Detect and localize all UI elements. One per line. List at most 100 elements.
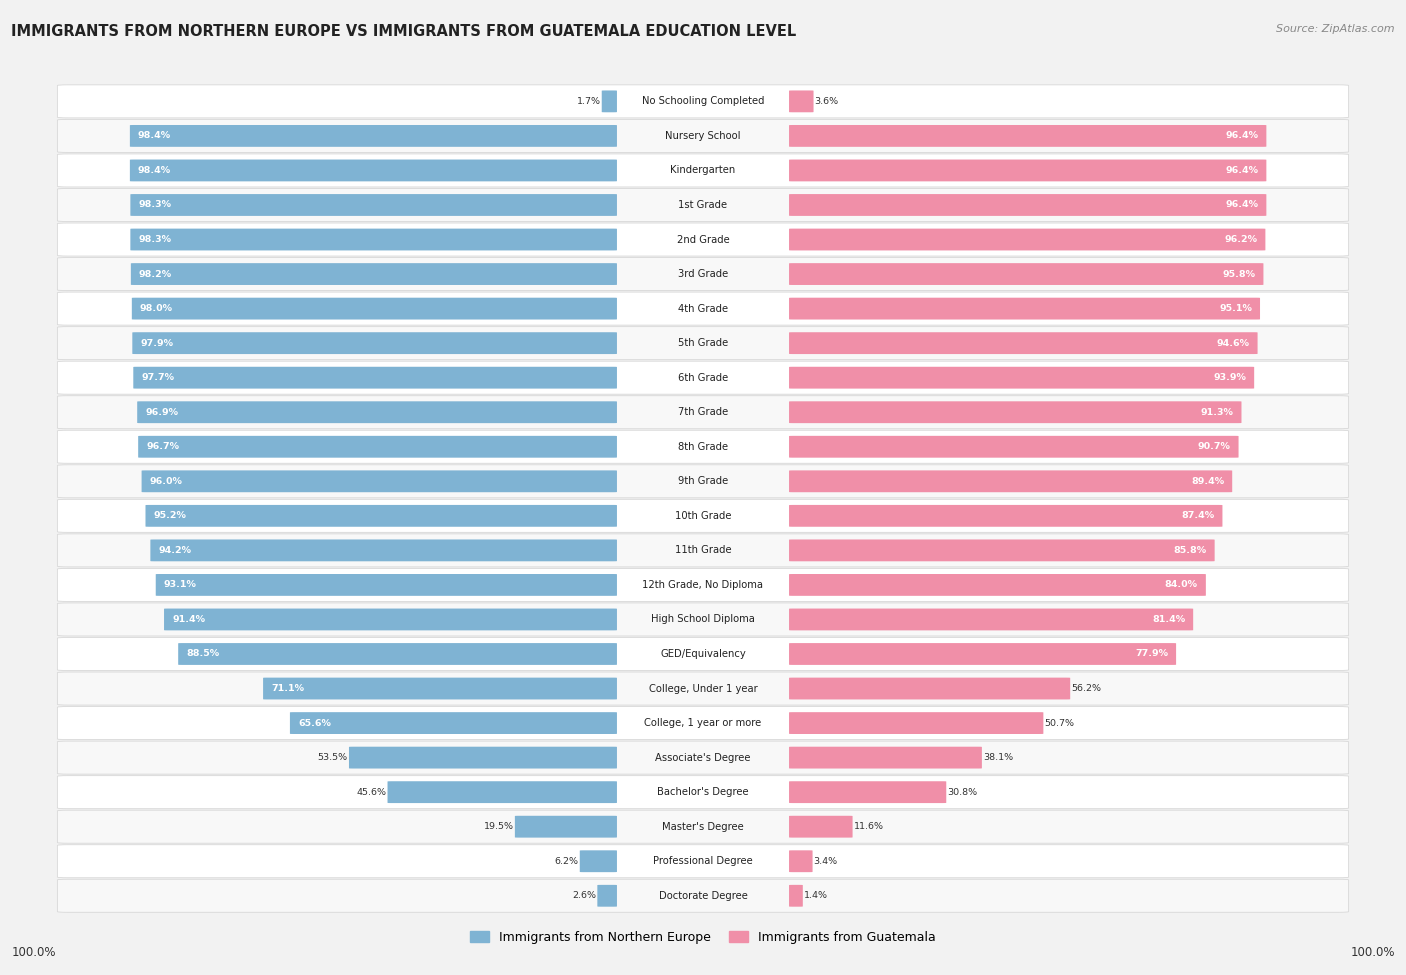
Text: Kindergarten: Kindergarten	[671, 166, 735, 175]
Text: 94.2%: 94.2%	[159, 546, 191, 555]
Text: 1.7%: 1.7%	[576, 97, 600, 106]
FancyBboxPatch shape	[58, 707, 1348, 740]
Text: 56.2%: 56.2%	[1071, 684, 1101, 693]
FancyBboxPatch shape	[58, 430, 1348, 463]
Text: 93.1%: 93.1%	[165, 580, 197, 590]
Text: 50.7%: 50.7%	[1045, 719, 1074, 727]
FancyBboxPatch shape	[789, 125, 1267, 147]
Text: 4th Grade: 4th Grade	[678, 303, 728, 314]
Text: 96.9%: 96.9%	[145, 408, 179, 416]
Text: Bachelor's Degree: Bachelor's Degree	[657, 787, 749, 798]
Text: 77.9%: 77.9%	[1135, 649, 1168, 658]
Text: Source: ZipAtlas.com: Source: ZipAtlas.com	[1277, 24, 1395, 34]
FancyBboxPatch shape	[58, 638, 1348, 671]
Text: 96.2%: 96.2%	[1225, 235, 1257, 244]
Text: 9th Grade: 9th Grade	[678, 477, 728, 487]
FancyBboxPatch shape	[789, 608, 1194, 631]
FancyBboxPatch shape	[290, 712, 617, 734]
Text: 100.0%: 100.0%	[11, 946, 56, 959]
Text: 5th Grade: 5th Grade	[678, 338, 728, 348]
FancyBboxPatch shape	[58, 879, 1348, 913]
FancyBboxPatch shape	[789, 781, 946, 803]
FancyBboxPatch shape	[58, 154, 1348, 187]
FancyBboxPatch shape	[129, 160, 617, 181]
Text: 96.4%: 96.4%	[1225, 132, 1258, 140]
Text: 97.7%: 97.7%	[142, 373, 174, 382]
FancyBboxPatch shape	[789, 160, 1267, 181]
Text: 88.5%: 88.5%	[186, 649, 219, 658]
FancyBboxPatch shape	[789, 850, 813, 873]
Text: 1st Grade: 1st Grade	[679, 200, 727, 210]
FancyBboxPatch shape	[129, 125, 617, 147]
FancyBboxPatch shape	[142, 470, 617, 492]
FancyBboxPatch shape	[789, 644, 1175, 665]
Text: 84.0%: 84.0%	[1164, 580, 1198, 590]
Text: 81.4%: 81.4%	[1152, 615, 1185, 624]
FancyBboxPatch shape	[58, 292, 1348, 325]
Text: 65.6%: 65.6%	[298, 719, 330, 727]
Text: 98.2%: 98.2%	[139, 269, 172, 279]
FancyBboxPatch shape	[789, 228, 1265, 251]
Text: 96.0%: 96.0%	[149, 477, 183, 486]
FancyBboxPatch shape	[58, 257, 1348, 291]
FancyBboxPatch shape	[58, 741, 1348, 774]
FancyBboxPatch shape	[598, 885, 617, 907]
Text: 7th Grade: 7th Grade	[678, 408, 728, 417]
Text: 3.6%: 3.6%	[814, 97, 839, 106]
Text: 96.7%: 96.7%	[146, 443, 179, 451]
Text: 95.2%: 95.2%	[153, 511, 187, 521]
FancyBboxPatch shape	[789, 297, 1260, 320]
FancyBboxPatch shape	[150, 539, 617, 562]
Text: 87.4%: 87.4%	[1181, 511, 1215, 521]
FancyBboxPatch shape	[58, 85, 1348, 118]
FancyBboxPatch shape	[58, 499, 1348, 532]
FancyBboxPatch shape	[58, 465, 1348, 498]
FancyBboxPatch shape	[789, 539, 1215, 562]
FancyBboxPatch shape	[789, 263, 1264, 285]
FancyBboxPatch shape	[145, 505, 617, 526]
FancyBboxPatch shape	[263, 678, 617, 699]
FancyBboxPatch shape	[789, 816, 852, 838]
FancyBboxPatch shape	[789, 91, 814, 112]
FancyBboxPatch shape	[789, 747, 981, 768]
Legend: Immigrants from Northern Europe, Immigrants from Guatemala: Immigrants from Northern Europe, Immigra…	[465, 925, 941, 949]
FancyBboxPatch shape	[602, 91, 617, 112]
FancyBboxPatch shape	[789, 194, 1267, 215]
FancyBboxPatch shape	[138, 402, 617, 423]
Text: 8th Grade: 8th Grade	[678, 442, 728, 451]
Text: 12th Grade, No Diploma: 12th Grade, No Diploma	[643, 580, 763, 590]
Text: 95.8%: 95.8%	[1222, 269, 1256, 279]
FancyBboxPatch shape	[58, 776, 1348, 808]
FancyBboxPatch shape	[58, 188, 1348, 221]
Text: 11th Grade: 11th Grade	[675, 545, 731, 556]
Text: 98.4%: 98.4%	[138, 132, 172, 140]
FancyBboxPatch shape	[165, 608, 617, 631]
FancyBboxPatch shape	[58, 396, 1348, 429]
Text: 97.9%: 97.9%	[141, 338, 173, 348]
Text: College, 1 year or more: College, 1 year or more	[644, 718, 762, 728]
Text: Nursery School: Nursery School	[665, 131, 741, 141]
Text: 1.4%: 1.4%	[804, 891, 828, 900]
Text: 2.6%: 2.6%	[572, 891, 596, 900]
FancyBboxPatch shape	[131, 263, 617, 285]
Text: 96.4%: 96.4%	[1225, 166, 1258, 175]
FancyBboxPatch shape	[789, 505, 1222, 526]
FancyBboxPatch shape	[58, 119, 1348, 152]
FancyBboxPatch shape	[58, 810, 1348, 843]
FancyBboxPatch shape	[156, 574, 617, 596]
FancyBboxPatch shape	[131, 228, 617, 251]
FancyBboxPatch shape	[515, 816, 617, 838]
Text: 98.0%: 98.0%	[141, 304, 173, 313]
FancyBboxPatch shape	[58, 672, 1348, 705]
Text: 11.6%: 11.6%	[853, 822, 884, 832]
Text: Doctorate Degree: Doctorate Degree	[658, 891, 748, 901]
FancyBboxPatch shape	[58, 361, 1348, 394]
Text: 96.4%: 96.4%	[1225, 201, 1258, 210]
Text: 91.4%: 91.4%	[172, 615, 205, 624]
FancyBboxPatch shape	[388, 781, 617, 803]
FancyBboxPatch shape	[789, 470, 1232, 492]
FancyBboxPatch shape	[789, 885, 803, 907]
FancyBboxPatch shape	[58, 534, 1348, 566]
Text: 38.1%: 38.1%	[983, 753, 1014, 762]
FancyBboxPatch shape	[789, 332, 1257, 354]
